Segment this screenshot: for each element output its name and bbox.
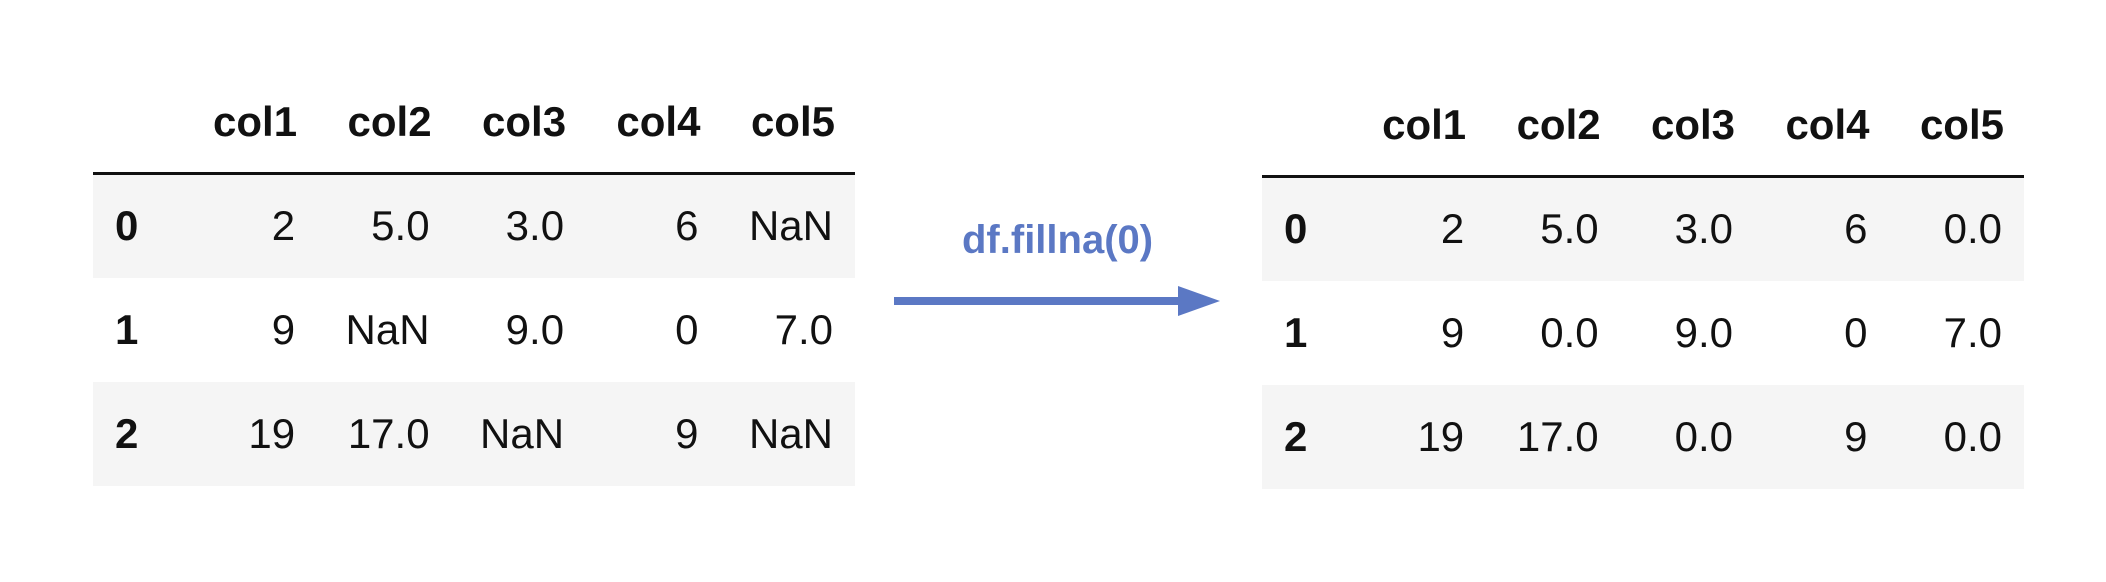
- table-cell: 0: [1844, 308, 1868, 356]
- table-row: 2 19 17.0 0.0 9 0.0: [1262, 384, 2024, 489]
- index-header: [93, 72, 183, 175]
- table-cell: 9.0: [1674, 308, 1734, 356]
- table-cell: NaN: [748, 202, 833, 250]
- table-row: 1 9 NaN 9.0 0 7.0: [93, 278, 855, 382]
- table-cell: 2: [271, 202, 296, 250]
- arrow-shaft: [894, 297, 1186, 305]
- table-cell: 6: [675, 202, 699, 250]
- table-cell: 9.0: [505, 305, 565, 353]
- column-header: col2: [1486, 75, 1621, 178]
- table-cell: NaN: [345, 305, 430, 353]
- table-cell: 19: [1417, 412, 1465, 460]
- index-header: [1262, 75, 1352, 178]
- table-cell: 5.0: [1540, 205, 1599, 253]
- column-header: col3: [451, 72, 587, 175]
- row-index: 1: [1284, 308, 1308, 356]
- table-cell: 17.0: [1516, 412, 1599, 460]
- arrow-right-icon: [894, 286, 1220, 316]
- row-index: 0: [115, 202, 139, 250]
- table-cell: 7.0: [774, 305, 833, 353]
- table-row: 2 19 17.0 NaN 9 NaN: [93, 381, 855, 486]
- dataframe-before: col1 col2 col3 col4 col5 0 2 5.0 3.0 6 N…: [93, 72, 855, 486]
- table-cell: 17.0: [347, 409, 430, 457]
- table-cell: 0.0: [1540, 308, 1599, 356]
- table-row: 0 2 5.0 3.0 6 NaN: [93, 173, 855, 278]
- column-header: col1: [1351, 75, 1487, 178]
- column-header: col5: [1889, 75, 2024, 178]
- column-header: col1: [182, 72, 318, 175]
- table-cell: 0.0: [1943, 205, 2002, 253]
- operation-label: df.fillna(0): [962, 218, 1154, 262]
- column-header: col2: [317, 72, 452, 175]
- row-index: 0: [1284, 205, 1308, 253]
- table-cell: 19: [248, 409, 296, 457]
- table-cell: NaN: [480, 409, 565, 457]
- table-cell: 3.0: [505, 202, 565, 250]
- table-cell: NaN: [748, 409, 833, 457]
- table-cell: 9: [675, 409, 699, 457]
- table-cell: 9: [271, 305, 296, 353]
- row-index: 2: [1284, 412, 1308, 460]
- header-row: col1 col2 col3 col4 col5: [1262, 75, 2024, 178]
- table-row: 0 2 5.0 3.0 6 0.0: [1262, 176, 2024, 281]
- table-cell: 0.0: [1943, 412, 2002, 460]
- column-header: col4: [586, 72, 721, 175]
- header-row: col1 col2 col3 col4 col5: [93, 72, 855, 175]
- column-header: col5: [720, 72, 855, 175]
- column-header: col4: [1755, 75, 1890, 178]
- table-cell: 9: [1440, 308, 1465, 356]
- arrow-head: [1178, 286, 1220, 316]
- table-cell: 5.0: [371, 202, 430, 250]
- row-index: 2: [115, 409, 139, 457]
- table-cell: 0: [675, 305, 699, 353]
- table-row: 1 9 0.0 9.0 0 7.0: [1262, 281, 2024, 385]
- table-cell: 6: [1844, 205, 1868, 253]
- column-header: col3: [1620, 75, 1756, 178]
- row-index: 1: [115, 305, 139, 353]
- table-cell: 3.0: [1674, 205, 1734, 253]
- table-cell: 0.0: [1674, 412, 1734, 460]
- table-cell: 9: [1844, 412, 1868, 460]
- dataframe-after: col1 col2 col3 col4 col5 0 2 5.0 3.0 6 0…: [1262, 75, 2024, 489]
- table-cell: 7.0: [1943, 308, 2002, 356]
- table-cell: 2: [1440, 205, 1465, 253]
